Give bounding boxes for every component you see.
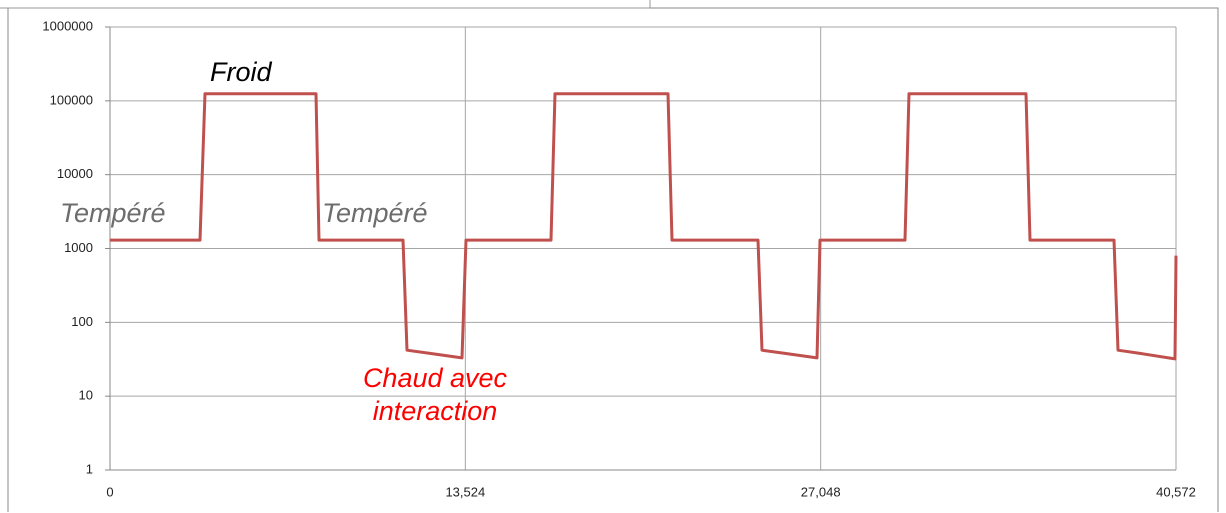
line-series (110, 92, 1178, 361)
y-tick-label: 1 (86, 461, 93, 476)
y-tick-label: 100000 (50, 92, 93, 107)
annotation: Chaud avec (363, 363, 508, 393)
annotation: Froid (210, 57, 272, 87)
annotation: Tempéré (322, 198, 428, 228)
y-tick-label: 100 (71, 314, 93, 329)
x-tick-label: 27,048 (801, 484, 841, 499)
annotation: Tempéré (60, 198, 166, 228)
y-tick-label: 10 (79, 388, 93, 403)
x-tick-label: 40,572 (1156, 484, 1196, 499)
x-tick-label: 0 (106, 484, 113, 499)
y-tick-label: 10000 (57, 166, 93, 181)
frame-right (650, 7, 1219, 512)
x-tick-label: 13,524 (445, 484, 485, 499)
y-tick-label: 1000000 (42, 18, 93, 33)
annotation: interaction (373, 396, 498, 426)
y-tick-label: 1000 (64, 240, 93, 255)
